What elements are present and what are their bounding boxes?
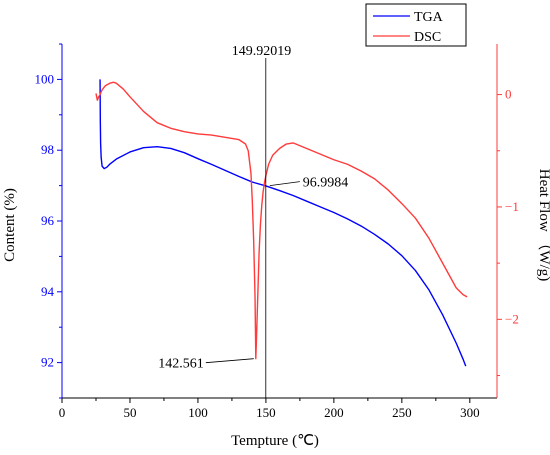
series-layer <box>95 79 468 367</box>
left-y-tick-label: 92 <box>41 355 54 370</box>
left-y-tick-label: 94 <box>41 284 55 299</box>
x-tick-label: 300 <box>460 405 480 420</box>
series-line-tga <box>99 79 467 367</box>
x-tick-label: 50 <box>123 405 136 420</box>
left-y-tick-label: 96 <box>41 213 55 228</box>
x-axis-title: Tempture (℃) <box>231 433 319 449</box>
legend-label-dsc: DSC <box>414 30 441 45</box>
dsc-min-leader <box>205 358 254 364</box>
tga-point-leader <box>269 181 300 187</box>
x-tick-label: 100 <box>188 405 208 420</box>
right-y-axis-title: Heat Flow （W/g) <box>536 169 550 281</box>
vertical-marker-label: 149.92019 <box>232 44 292 59</box>
x-tick-label: 150 <box>256 405 276 420</box>
series-line-dsc <box>95 81 468 360</box>
dsc-min-label: 142.561 <box>158 357 204 372</box>
legend: TGA DSC <box>365 3 467 47</box>
x-tick-label: 200 <box>324 405 344 420</box>
right-y-tick-label: 0 <box>505 87 512 102</box>
left-y-tick-label: 98 <box>41 142 54 157</box>
annotations-layer: 149.92019 96.9984 142.561 <box>158 44 348 398</box>
left-y-axis-title: Content (%) <box>2 188 18 262</box>
legend-label-tga: TGA <box>414 10 444 25</box>
x-tick-label: 0 <box>59 405 66 420</box>
axes-group: 0 50 100 150 200 250 300 92 94 96 98 100 −2 −1 0 <box>35 43 519 420</box>
legend-box <box>365 3 467 47</box>
left-y-tick-label: 100 <box>35 71 55 86</box>
right-y-tick-label: −2 <box>505 311 519 326</box>
tga-point-label: 96.9984 <box>303 176 349 191</box>
right-y-tick-label: −1 <box>505 199 519 214</box>
x-tick-label: 250 <box>392 405 412 420</box>
